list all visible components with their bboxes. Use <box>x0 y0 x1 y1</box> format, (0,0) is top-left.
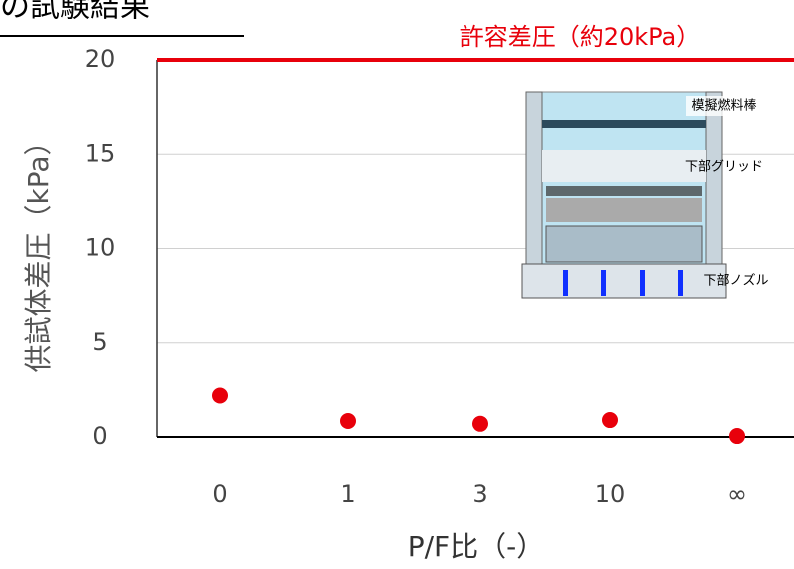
y-tick-label: 20 <box>85 45 116 73</box>
data-point <box>602 412 618 429</box>
inset-label: 下部ノズル <box>703 273 768 289</box>
y-tick-label: 0 <box>92 422 107 450</box>
x-tick-label: ∞ <box>727 480 747 508</box>
y-tick-label: 15 <box>85 139 116 167</box>
data-point <box>340 412 356 429</box>
y-axis-label: 供試体差圧（kPa） <box>22 127 55 372</box>
x-tick-label: 1 <box>340 480 355 508</box>
reference-label: 許容差圧（約20kPa） <box>460 23 701 51</box>
x-tick-label: 3 <box>472 480 487 508</box>
y-tick-label: 10 <box>85 234 116 262</box>
data-point <box>472 415 488 432</box>
inset-label: 下部グリッド <box>685 160 763 175</box>
inset-diagram: 模擬燃料棒 下部グリッド 下部ノズル <box>521 91 769 299</box>
x-axis-label: P/F比（-） <box>408 530 545 563</box>
chart-title: の試験結果 <box>0 0 150 25</box>
inset-label: 模擬燃料棒 <box>691 98 756 114</box>
x-tick-label: 10 <box>595 480 626 508</box>
data-point <box>729 428 745 445</box>
y-tick-label: 5 <box>92 328 107 356</box>
data-point <box>212 387 228 404</box>
x-tick-label: 0 <box>212 480 227 508</box>
